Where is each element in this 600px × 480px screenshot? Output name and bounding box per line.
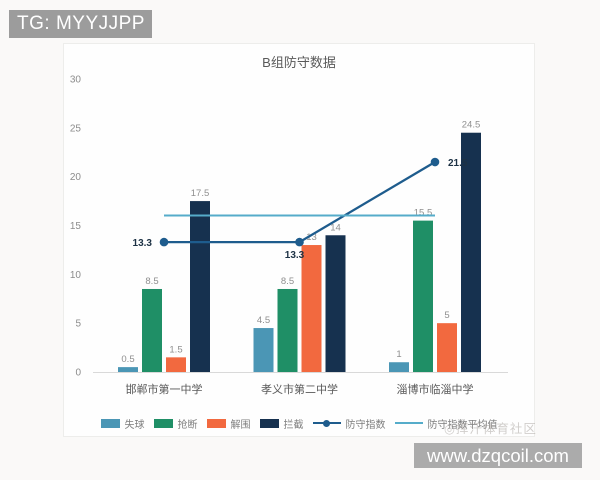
legend-item-defense-index: 防守指数 <box>312 416 386 431</box>
legend-item-clearances: 解围 <box>206 416 251 431</box>
line-marker-defense-index <box>159 237 169 247</box>
legend-item-interceptions: 拦截 <box>259 416 304 431</box>
legend-marker-steals <box>153 418 173 428</box>
bar-clearances <box>437 323 457 372</box>
bar-value-label: 8.5 <box>281 276 294 287</box>
bar-steals <box>277 288 298 372</box>
chart-title: B组防守数据 <box>262 55 336 70</box>
bar-conceded <box>389 362 409 372</box>
bar-value-label: 8.5 <box>145 276 158 287</box>
line-point-label: 21.5 <box>448 158 468 169</box>
y-axis-tick-label: 25 <box>70 123 82 134</box>
bar-interceptions <box>461 132 481 372</box>
chart-legend: 失球 抢断 解围 拦截 防守指数 防守指数平均值 <box>64 415 534 431</box>
bar-value-label: 24.5 <box>462 120 481 131</box>
line-marker-defense-index <box>295 237 304 247</box>
y-axis-tick-label: 0 <box>75 368 81 379</box>
line-point-label: 13.3 <box>285 250 305 261</box>
bar-conceded <box>253 328 274 372</box>
bar-steals <box>413 220 433 372</box>
bar-clearances <box>301 245 322 372</box>
bar-value-label: 0.5 <box>121 354 134 365</box>
x-axis-category-label: 邯郸市第一中学 <box>126 382 203 396</box>
bar-value-label: 13 <box>306 232 317 243</box>
line-marker-defense-index <box>430 157 440 167</box>
legend-item-defense-index-average: 防守指数平均值 <box>394 416 498 431</box>
bar-value-label: 5 <box>444 310 449 321</box>
telegram-watermark-text: TG: MYYJJPP <box>17 13 145 34</box>
chart-canvas: 0 5 10 15 20 25 30 0.5 4.5 1 8.5 8.5 15.5 1.5 13 5 17.5 1… <box>70 75 508 396</box>
legend-label: 解围 <box>230 419 251 431</box>
legend-marker-interceptions <box>259 418 279 428</box>
legend-item-steals: 抢断 <box>153 416 198 431</box>
x-axis-category-label: 淄博市临淄中学 <box>397 382 474 396</box>
y-axis-tick-label: 5 <box>75 319 81 330</box>
bar-value-label: 15.5 <box>414 208 433 219</box>
bar-steals <box>142 288 162 372</box>
legend-marker-conceded <box>100 418 120 428</box>
line-point-label: 13.3 <box>133 238 153 249</box>
legend-marker-clearances <box>206 418 226 428</box>
bar-value-label: 17.5 <box>191 188 210 199</box>
bar-value-label: 14 <box>330 222 341 233</box>
bar-value-label: 1.5 <box>169 344 182 355</box>
chart-card: B组防守数据 0 5 10 15 20 25 30 0.5 4.5 1 8.5 8.5 15.5 1.5 1… <box>63 43 535 437</box>
bar-interceptions <box>190 201 210 372</box>
community-watermark: ◎挥汗体育社区 <box>444 422 537 436</box>
legend-label: 拦截 <box>283 419 304 431</box>
legend-item-conceded: 失球 <box>100 416 145 431</box>
y-axis-tick-label: 30 <box>70 75 82 86</box>
legend-marker-defense-index-average <box>394 420 423 427</box>
bar-value-label: 1 <box>396 349 401 360</box>
y-axis-tick-label: 20 <box>70 172 82 183</box>
legend-label: 抢断 <box>177 419 198 431</box>
bar-clearances <box>166 357 186 372</box>
bar-interceptions <box>325 235 346 372</box>
bar-conceded <box>118 367 138 372</box>
legend-marker-defense-index <box>312 419 341 427</box>
site-url-banner: www.dzqcoil.com <box>414 443 582 468</box>
legend-label: 防守指数平均值 <box>427 419 498 431</box>
legend-label: 失球 <box>124 419 145 431</box>
y-axis-tick-label: 10 <box>70 270 82 281</box>
y-axis-tick-label: 15 <box>70 221 82 232</box>
site-url-text: www.dzqcoil.com <box>427 445 569 466</box>
x-axis-category-label: 孝义市第二中学 <box>261 382 338 396</box>
legend-label: 防守指数 <box>345 419 386 431</box>
bar-value-label: 4.5 <box>257 315 270 326</box>
telegram-watermark-badge: TG: MYYJJPP <box>9 10 152 38</box>
